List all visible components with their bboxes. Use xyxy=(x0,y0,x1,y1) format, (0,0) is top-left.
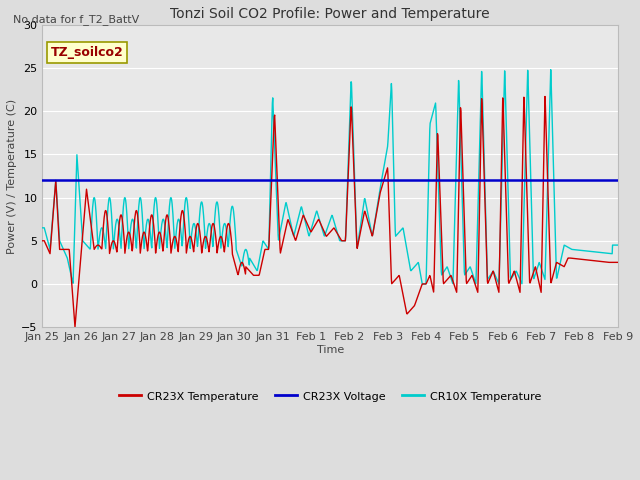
Title: Tonzi Soil CO2 Profile: Power and Temperature: Tonzi Soil CO2 Profile: Power and Temper… xyxy=(170,7,490,21)
Text: TZ_soilco2: TZ_soilco2 xyxy=(51,46,124,59)
Legend: CR23X Temperature, CR23X Voltage, CR10X Temperature: CR23X Temperature, CR23X Voltage, CR10X … xyxy=(115,386,546,406)
X-axis label: Time: Time xyxy=(317,345,344,355)
Y-axis label: Power (V) / Temperature (C): Power (V) / Temperature (C) xyxy=(7,98,17,253)
Text: No data for f_T2_BattV: No data for f_T2_BattV xyxy=(13,14,139,25)
